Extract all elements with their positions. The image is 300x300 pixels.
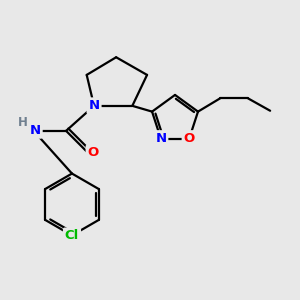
Text: O: O (184, 132, 195, 145)
Text: O: O (88, 146, 99, 159)
Text: N: N (30, 124, 41, 137)
Text: H: H (18, 116, 27, 129)
Text: Cl: Cl (65, 230, 79, 242)
Text: N: N (155, 132, 167, 145)
Text: N: N (88, 99, 100, 112)
